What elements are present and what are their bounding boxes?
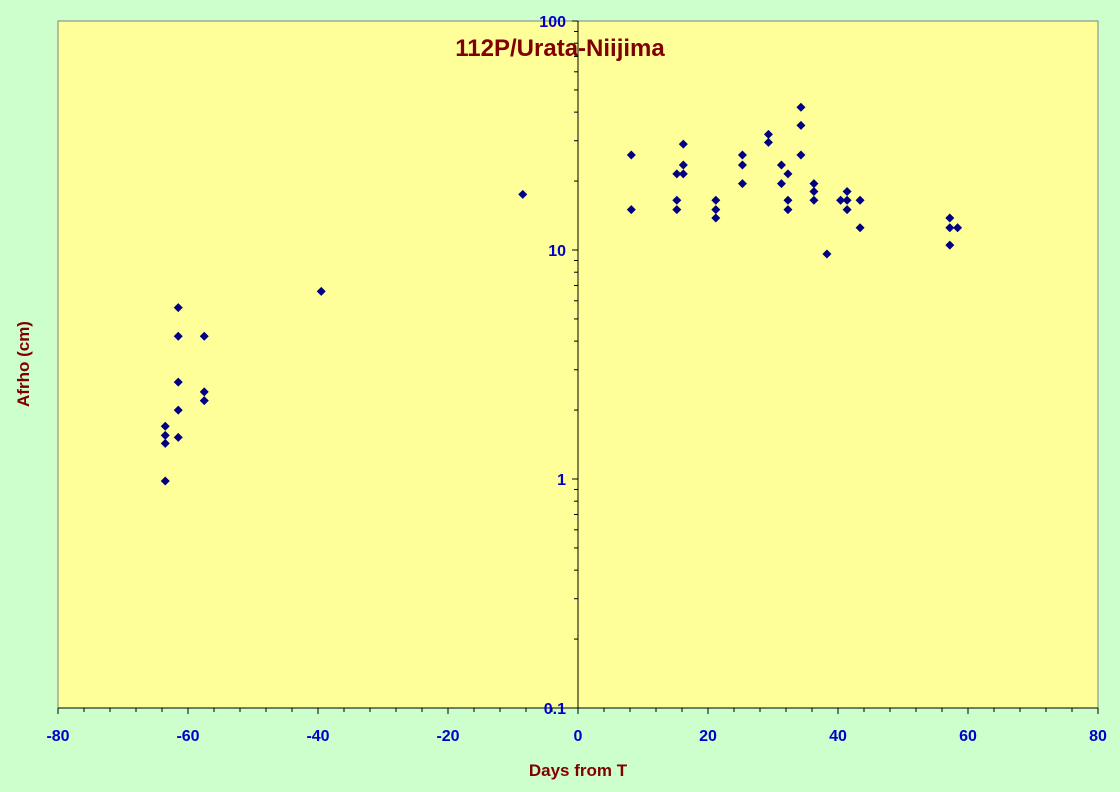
data-point [783, 169, 793, 179]
data-point [763, 137, 773, 147]
data-point [855, 195, 865, 205]
x-tick-label: 40 [829, 728, 847, 745]
data-point [678, 160, 688, 170]
data-point [945, 240, 955, 250]
data-point [672, 195, 682, 205]
data-point [809, 179, 819, 189]
data-point [737, 179, 747, 189]
y-axis-title: Afrho (cm) [14, 321, 33, 407]
data-point [822, 249, 832, 259]
data-point [711, 205, 721, 215]
data-point [199, 331, 209, 341]
data-point [173, 432, 183, 442]
x-tick-label: -80 [46, 728, 69, 745]
data-point [737, 160, 747, 170]
y-tick-label: 0.1 [544, 701, 566, 718]
data-point [855, 223, 865, 233]
x-tick-label: 80 [1089, 728, 1107, 745]
data-point [173, 331, 183, 341]
data-points [160, 102, 963, 486]
data-point [809, 195, 819, 205]
data-point [763, 129, 773, 139]
data-point [672, 205, 682, 215]
data-point [173, 303, 183, 313]
data-point [783, 205, 793, 215]
data-point [626, 150, 636, 160]
data-point [737, 150, 747, 160]
data-point [711, 213, 721, 223]
x-axis-title: Days from T [529, 761, 628, 780]
data-point [160, 430, 170, 440]
x-tick-label: -20 [436, 728, 459, 745]
data-point [672, 169, 682, 179]
data-point [842, 195, 852, 205]
x-tick-label: -40 [306, 728, 329, 745]
data-point [783, 195, 793, 205]
data-point [518, 189, 528, 199]
data-point [160, 421, 170, 431]
chart-title: 112P/Urata-Niijima [455, 35, 665, 62]
data-point [796, 120, 806, 130]
x-tick-label: 20 [699, 728, 717, 745]
data-point [945, 213, 955, 223]
data-point [945, 223, 955, 233]
data-point [199, 387, 209, 397]
x-tick-label: 0 [574, 728, 583, 745]
y-tick-label: 10 [548, 243, 566, 260]
data-point [160, 476, 170, 486]
data-point [796, 150, 806, 160]
data-point [776, 179, 786, 189]
data-point [199, 396, 209, 406]
y-tick-label: 100 [539, 14, 566, 31]
data-point [842, 187, 852, 197]
data-point [836, 195, 846, 205]
data-point [711, 195, 721, 205]
data-point [626, 205, 636, 215]
data-point [776, 160, 786, 170]
data-point [173, 405, 183, 415]
data-point [953, 223, 963, 233]
data-point [809, 187, 819, 197]
data-point [316, 286, 326, 296]
x-tick-label: 60 [959, 728, 977, 745]
y-tick-label: 1 [557, 472, 566, 489]
data-point [796, 102, 806, 112]
y-axis: 0.1 1 10 100 [539, 14, 579, 718]
x-tick-label: -60 [176, 728, 199, 745]
data-point [173, 377, 183, 387]
data-point [160, 438, 170, 448]
data-point [678, 169, 688, 179]
data-point [842, 205, 852, 215]
data-point [678, 139, 688, 149]
